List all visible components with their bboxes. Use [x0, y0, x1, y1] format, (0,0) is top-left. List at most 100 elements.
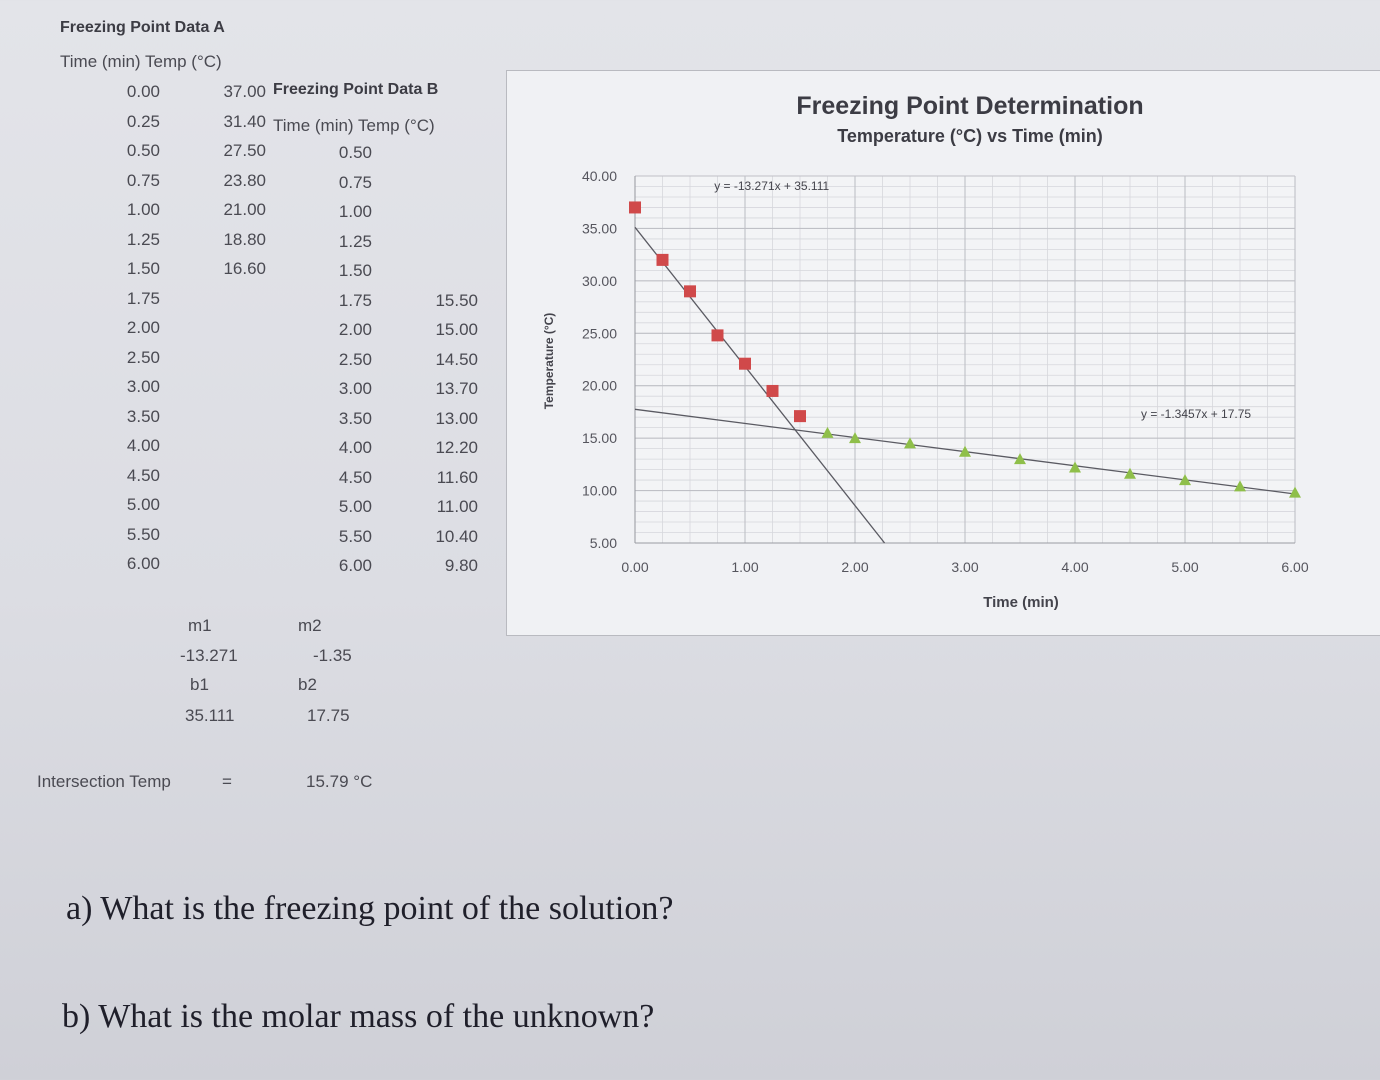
x-tick-label: 6.00: [1281, 559, 1308, 575]
chart-frame: 0.00 1.00 2.00 3.00 4.00 5.00 6.00 5.00 10.00 15.…: [506, 70, 1380, 636]
data-a-time-cell: 0.75: [126, 170, 160, 190]
data-b-time-cell: 0.50: [338, 143, 372, 162]
y-tick-label: 35.00: [582, 220, 617, 236]
data-b-temp-cell: 9.80: [444, 556, 478, 575]
trendline-1: [634, 226, 886, 544]
data-a-time-cell: 1.75: [126, 288, 160, 308]
data-a-temp-cell: 23.80: [223, 170, 266, 190]
trendline-1-equation: y = -13.271x + 35.111: [714, 179, 829, 193]
data-b-time-cell: 2.00: [338, 320, 372, 339]
x-tick-label: 0.00: [621, 559, 648, 575]
data-b-time-cell: 0.75: [338, 172, 372, 192]
data-b-time-cell: 3.50: [338, 408, 372, 428]
data-point-square: [684, 285, 696, 298]
chart: 0.00 1.00 2.00 3.00 4.00 5.00 6.00 5.00 10.00 15.…: [542, 92, 1309, 611]
data-point-square: [656, 253, 669, 266]
data-a-temp-cell: 27.50: [223, 141, 266, 160]
data-a-time-cell: 4.00: [126, 436, 160, 455]
data-point-square: [629, 201, 641, 214]
x-tick-label: 3.00: [951, 559, 978, 575]
data-b-temp-cell: 10.40: [435, 526, 478, 546]
data-point-square: [766, 384, 779, 397]
y-tick-label: 20.00: [582, 378, 617, 394]
data-b-time-cell: 5.50: [338, 526, 372, 546]
data-a-time-cell: 1.00: [126, 200, 160, 219]
question-b: b) What is the molar mass of the unknown…: [62, 998, 655, 1035]
m2-label: m2: [298, 616, 322, 635]
y-tick-label: 30.00: [582, 273, 617, 289]
x-tick-label: 5.00: [1171, 559, 1198, 575]
y-axis-label: Temperature (°C): [542, 313, 556, 410]
data-b-temp-cell: 13.00: [435, 408, 478, 428]
x-tick-label: 2.00: [841, 559, 868, 575]
data-a-time-cell: 5.50: [126, 524, 160, 544]
data-point-triangle: [1179, 474, 1191, 486]
intersection-equals: =: [222, 772, 232, 791]
data-b-temp-cell: 11.60: [436, 467, 478, 487]
data-a-time-cell: 1.25: [126, 229, 160, 249]
data-a-temp-cell: 21.00: [223, 200, 266, 219]
data-b-time-cell: 4.50: [338, 467, 372, 487]
m1-label: m1: [188, 616, 212, 635]
b1-value: 35.111: [185, 706, 235, 725]
data-a-time-cell: 1.50: [126, 259, 160, 278]
data-point-triangle: [1234, 480, 1246, 492]
data-a-time-cell: 2.00: [126, 318, 160, 337]
y-tick-label: 15.00: [582, 430, 617, 446]
y-tick-label: 40.00: [582, 168, 617, 184]
data-a-time-cell: 4.50: [126, 465, 160, 485]
data-b-temp-cell: 15.00: [435, 320, 478, 339]
data-b-temp-cell: 11.00: [436, 497, 478, 516]
y-tick-label: 5.00: [590, 535, 617, 551]
question-a: a) What is the freezing point of the sol…: [66, 890, 674, 927]
data-a-temp-cell: 31.40: [223, 111, 266, 131]
data-b-temp-cell: 14.50: [435, 349, 478, 369]
data-point-triangle: [821, 426, 834, 438]
data-a-title: Freezing Point Data A: [60, 19, 225, 36]
b2-value: 17.75: [307, 706, 350, 725]
b2-label: b2: [298, 675, 317, 694]
data-point-triangle: [1069, 461, 1081, 473]
data-a-temp-cell: 16.60: [223, 259, 266, 278]
data-b-time-cell: 1.50: [338, 261, 372, 280]
data-a-time-cell: 3.00: [126, 377, 160, 396]
data-a-time-cell: 3.50: [126, 406, 160, 426]
x-tick-label: 1.00: [731, 559, 758, 575]
data-point-square: [739, 357, 751, 370]
data-a-time-cell: 6.00: [126, 554, 160, 573]
data-point-triangle: [1124, 467, 1136, 479]
data-a-time-cell: 0.50: [126, 141, 160, 160]
data-b-time-cell: 3.00: [338, 379, 372, 398]
data-a-time-cell: 0.25: [126, 111, 160, 131]
data-b-title: Freezing Point Data B: [273, 81, 439, 98]
x-axis-label: Time (min): [983, 594, 1059, 611]
data-b-time-cell: 2.50: [338, 349, 372, 369]
b1-label: b1: [190, 675, 209, 694]
data-b-time-cell: 1.25: [338, 231, 372, 251]
data-point-triangle: [1014, 453, 1026, 465]
intersection-value: 15.79 °C: [306, 772, 373, 791]
intersection-label: Intersection Temp: [37, 772, 171, 791]
data-a-time-cell: 5.00: [126, 495, 160, 514]
data-a-temp-cell: 18.80: [223, 229, 266, 249]
trendline-2-equation: y = -1.3457x + 17.75: [1141, 407, 1251, 421]
data-a-time-cell: 0.00: [126, 82, 160, 101]
data-point-square: [711, 329, 724, 342]
data-b-temp-cell: 13.70: [435, 379, 478, 398]
data-a-time-cell: 2.50: [126, 347, 160, 367]
data-point-square: [794, 410, 806, 423]
chart-subtitle: Temperature (°C) vs Time (min): [837, 126, 1103, 146]
m1-value: -13.271: [180, 646, 238, 665]
data-b-time-cell: 1.75: [338, 290, 372, 310]
data-point-triangle: [849, 432, 861, 444]
data-b-temp-cell: 12.20: [435, 438, 478, 457]
data-b-time-cell: 4.00: [338, 438, 372, 457]
data-b-time-cell: 6.00: [338, 556, 372, 575]
data-a-header: Time (min) Temp (°C): [60, 52, 222, 71]
x-tick-label: 4.00: [1061, 559, 1088, 575]
data-point-triangle: [959, 445, 971, 457]
data-point-triangle: [904, 437, 916, 449]
y-tick-label: 10.00: [582, 483, 617, 499]
chart-title: Freezing Point Determination: [796, 92, 1143, 120]
m2-value: -1.35: [313, 646, 352, 665]
